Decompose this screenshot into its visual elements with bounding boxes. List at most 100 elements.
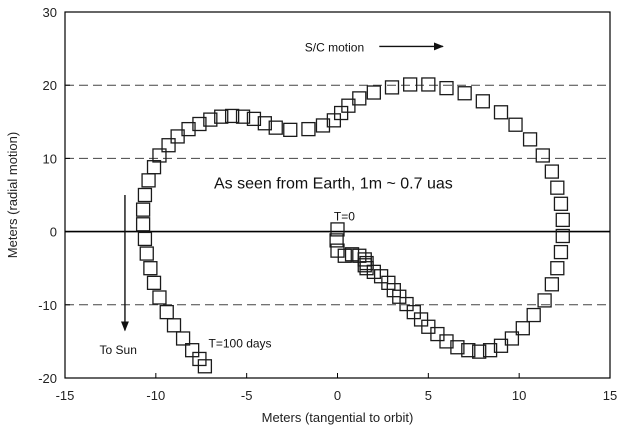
data-point: [170, 129, 185, 144]
data-point: [504, 331, 520, 346]
y-tick-label: -10: [38, 298, 57, 313]
x-axis-label: Meters (tangential to orbit): [262, 410, 414, 425]
y-tick-label: 0: [50, 225, 57, 240]
data-point: [515, 321, 530, 336]
data-point: [553, 244, 569, 260]
data-point: [330, 222, 345, 237]
data-point: [224, 108, 240, 124]
x-tick-label: -15: [56, 388, 75, 403]
data-point: [475, 94, 490, 109]
data-point: [235, 109, 251, 124]
data-point: [352, 91, 367, 106]
x-tick-label: 5: [425, 388, 432, 403]
annotation-4: To Sun: [100, 343, 137, 357]
annotations: S/C motion As seen from Earth, 1m ~ 0.7 u…: [100, 41, 453, 357]
data-point: [359, 261, 374, 276]
data-point: [366, 264, 381, 280]
data-point: [268, 120, 283, 135]
y-tick-label: 10: [43, 151, 57, 166]
data-point: [544, 164, 560, 179]
data-point: [555, 212, 570, 228]
annotation-3: T=100 days: [209, 336, 272, 350]
data-point: [461, 343, 476, 358]
data-point: [430, 326, 445, 342]
x-tick-label: -5: [241, 388, 253, 403]
x-tick-label: -10: [146, 388, 165, 403]
annotation-0: S/C motion: [305, 41, 364, 55]
data-point: [139, 246, 154, 261]
data-point: [315, 118, 331, 133]
data-point: [192, 116, 207, 132]
x-tick-label: 10: [512, 388, 526, 403]
data-point: [143, 261, 158, 276]
data-point: [181, 121, 196, 137]
data-point: [384, 80, 400, 95]
data-point: [366, 85, 381, 100]
data-point: [522, 132, 538, 147]
data-point: [406, 304, 421, 320]
data-point: [399, 296, 414, 312]
data-point: [537, 293, 552, 308]
data-point: [550, 261, 565, 276]
data-point: [146, 275, 162, 290]
data-point: [330, 243, 345, 258]
data-point: [457, 86, 472, 101]
data-point: [421, 77, 436, 92]
data-point: [381, 275, 396, 290]
data-point: [333, 105, 349, 121]
x-tick-label: 15: [603, 388, 617, 403]
y-tick-label: 30: [43, 5, 57, 20]
data-point: [283, 122, 298, 138]
data-point: [329, 233, 344, 248]
data-point: [550, 180, 565, 195]
data-point: [161, 138, 176, 153]
data-point: [472, 344, 487, 359]
data-point: [482, 343, 498, 358]
data-point: [439, 80, 454, 96]
data-point: [175, 331, 191, 346]
data-point: [197, 359, 213, 374]
data-point: [301, 121, 316, 137]
data-point: [421, 319, 436, 334]
data-point: [337, 248, 352, 263]
data-point: [135, 202, 151, 217]
y-tick-label: -20: [38, 371, 57, 386]
y-axis-label: Meters (radial motion): [5, 132, 20, 258]
data-point: [553, 196, 569, 211]
data-point: [246, 111, 262, 127]
data-point: [203, 112, 218, 127]
data-point: [152, 148, 167, 163]
data-point: [159, 304, 174, 320]
data-point: [493, 338, 509, 353]
data-point: [535, 148, 550, 163]
data-point: [137, 187, 153, 203]
data-point: [493, 105, 509, 120]
data-point: [185, 343, 200, 358]
annotation-2: T=0: [334, 210, 355, 224]
data-point: [544, 277, 560, 292]
data-point: [555, 228, 570, 244]
data-point: [508, 117, 523, 132]
data-point: [192, 351, 207, 367]
data-point: [341, 98, 356, 113]
axis-ticks: -15 -10 -5 0 5 10 15 -20 -10 0 10 20 30: [38, 5, 617, 403]
grid-lines: [65, 84, 610, 306]
data-point: [137, 231, 153, 247]
data-point: [526, 307, 541, 323]
data-point: [257, 116, 272, 131]
annotation-1: As seen from Earth, 1m ~ 0.7 uas: [214, 175, 453, 192]
data-point: [403, 77, 418, 92]
data-point: [392, 289, 407, 304]
data-point: [152, 290, 167, 305]
data-point: [450, 340, 465, 355]
y-tick-label: 20: [43, 78, 57, 93]
data-point: [135, 217, 151, 232]
x-tick-label: 0: [334, 388, 341, 403]
data-point: [166, 318, 182, 333]
data-point: [413, 312, 429, 327]
plot-area: [64, 11, 611, 379]
data-point: [326, 113, 342, 128]
data-series: [135, 77, 570, 374]
data-point: [352, 248, 367, 263]
